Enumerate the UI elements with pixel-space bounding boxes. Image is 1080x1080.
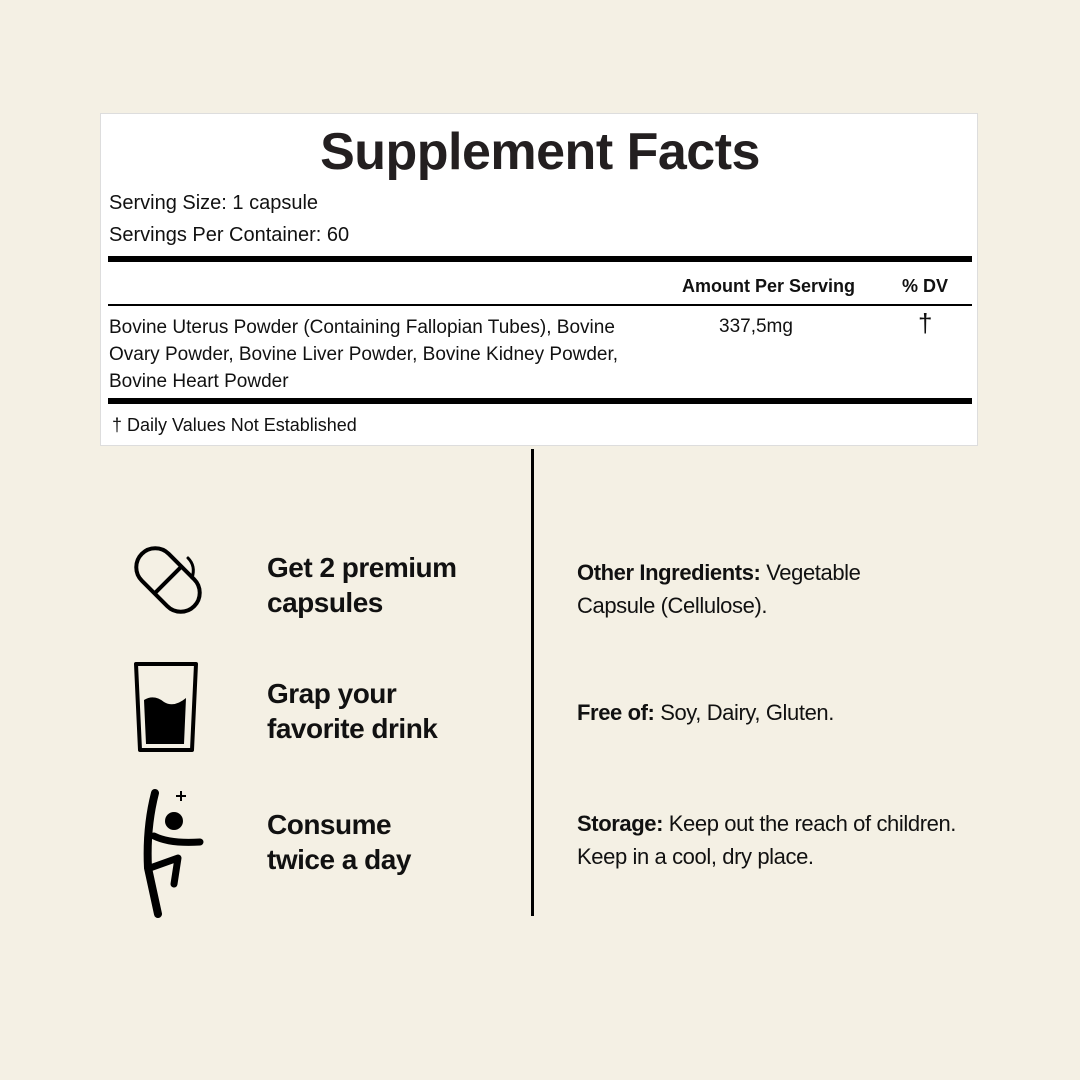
- servings-per-container: Servings Per Container: 60: [109, 224, 350, 246]
- divider-thick: [108, 256, 972, 262]
- footnote: † Daily Values Not Established: [112, 415, 357, 435]
- dv-value: †: [918, 308, 933, 338]
- glass-icon: [134, 662, 198, 752]
- info-text: Vegetable Capsule (Cellulose).: [577, 560, 861, 618]
- amount-header: Amount Per Serving: [682, 276, 856, 296]
- info-label: Other Ingredients:: [577, 560, 761, 585]
- vertical-divider: [531, 449, 534, 916]
- step-line: Consume: [267, 809, 392, 840]
- storage: Storage: Keep out the reach of children.…: [577, 807, 997, 873]
- step-line: twice a day: [267, 844, 411, 875]
- free-of: Free of: Soy, Dairy, Gluten.: [577, 696, 1017, 729]
- step-line: Get 2 premium: [267, 552, 457, 583]
- divider-thick: [108, 398, 972, 404]
- info-text: Keep out the reach of children. Keep in …: [577, 811, 957, 869]
- info-label: Free of:: [577, 700, 655, 725]
- step-consume: Consume twice a day: [267, 807, 411, 877]
- other-ingredients: Other Ingredients: Vegetable Capsule (Ce…: [577, 556, 907, 622]
- info-text: Soy, Dairy, Gluten.: [654, 700, 834, 725]
- ingredient-list: Bovine Uterus Powder (Containing Fallopi…: [109, 317, 619, 392]
- step-drink: Grap your favorite drink: [267, 676, 438, 746]
- serving-size: Serving Size: 1 capsule: [109, 192, 319, 214]
- step-line: capsules: [267, 587, 383, 618]
- step-line: favorite drink: [267, 713, 438, 744]
- divider-thin: [108, 304, 972, 306]
- dv-header: % DV: [902, 276, 949, 296]
- page-title: Supplement Facts: [320, 123, 760, 181]
- supplement-facts-panel: [100, 113, 978, 446]
- person-icon: [143, 789, 204, 918]
- capsule-icon: [134, 546, 202, 614]
- amount-value: 337,5mg: [719, 316, 793, 337]
- step-capsules: Get 2 premium capsules: [267, 550, 457, 620]
- info-label: Storage:: [577, 811, 664, 836]
- step-line: Grap your: [267, 678, 397, 709]
